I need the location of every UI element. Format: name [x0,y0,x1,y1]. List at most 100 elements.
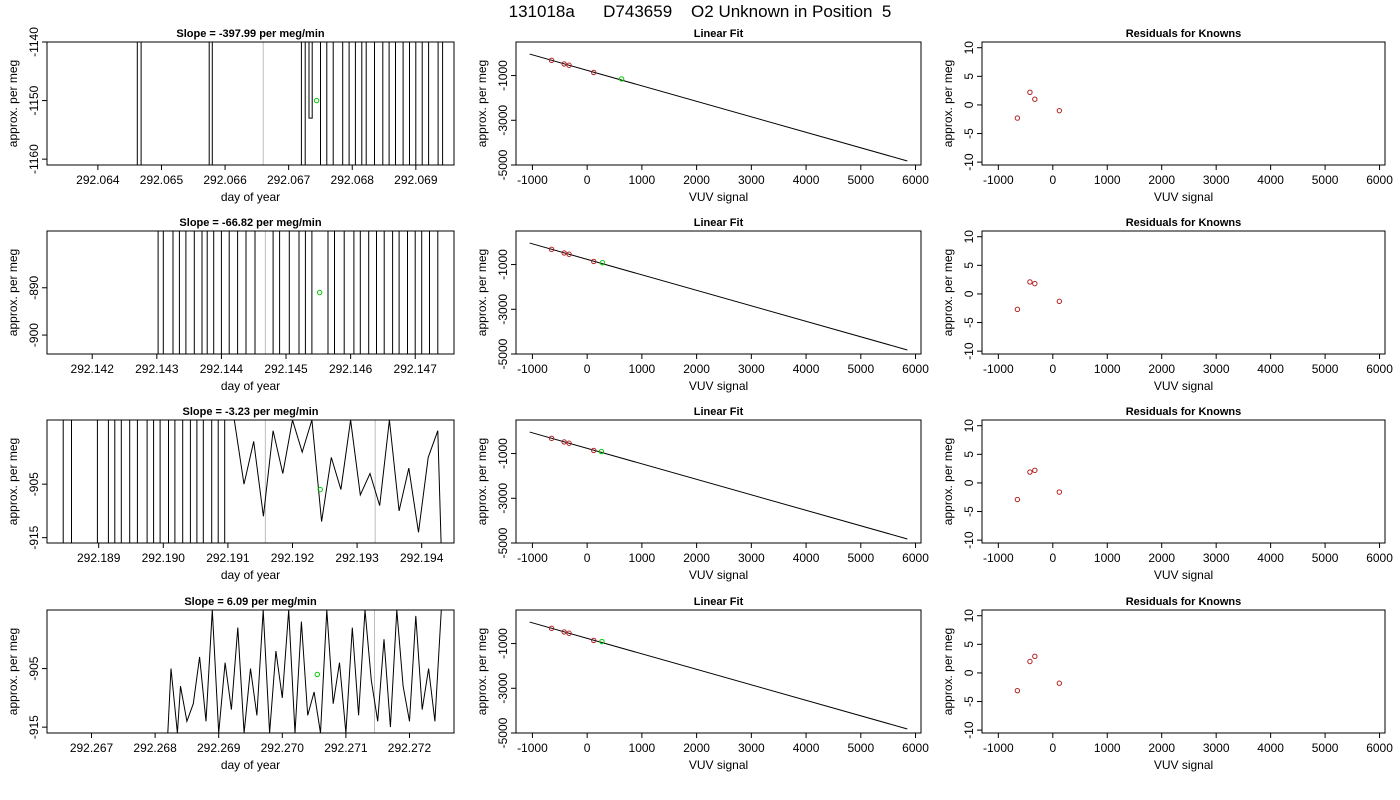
y-tick-label: -915 [27,715,41,739]
x-tick-label: 292.146 [329,362,373,376]
fit-line [529,53,908,162]
residual-point [1014,496,1021,503]
x-tick-label: -1000 [517,362,548,376]
panel-title: Residuals for Knowns [1126,28,1242,40]
residual-point [1027,658,1033,665]
unknown-point [316,289,323,296]
residual-point [1014,115,1021,121]
data-layer [1014,279,1063,313]
y-tick-label: -5000 [496,717,510,748]
y-tick-label: -915 [27,525,41,549]
x-tick-label: 5000 [847,362,874,376]
plot-frame [981,419,1386,544]
plot-frame [515,609,922,734]
y-axis-label: approx. per meg [475,249,489,336]
y-tick-label: -1000 [496,438,510,469]
y-axis-label: approx. per meg [941,60,955,147]
x-axis-label: VUV signal [1154,190,1213,204]
panel-timeseries-4: Slope = 6.09 per meg/min 292.267 292.268 29… [6,596,455,772]
x-tick-label: 292.143 [135,362,179,376]
residual-point [1014,687,1021,694]
known-point [548,625,555,632]
known-point [548,57,555,64]
x-tick-label: 1000 [1094,362,1121,376]
panel-fit-3: Linear Fit -1000 0 1000 2000 3000 4000 5000 6000… [475,406,929,582]
unknown-point [599,260,606,266]
x-tick-label: 292.267 [70,741,114,755]
residual-point [1056,489,1063,495]
x-tick-label: 1000 [629,551,656,565]
y-axis-label: approx. per meg [941,249,955,336]
plot-frame [981,609,1386,734]
x-axis-label: day of year [221,758,280,772]
known-point [561,439,567,445]
x-tick-label: 4000 [793,173,820,187]
x-tick-label: 1000 [629,173,656,187]
y-tick-label: 5 [962,641,976,648]
y-tick-label: -1140 [27,27,41,57]
x-tick-label: 2000 [683,173,710,187]
x-tick-label: 292.065 [140,173,184,187]
y-tick-label: -1000 [496,628,510,659]
known-point [566,251,572,257]
data-layer [529,53,908,162]
panel-title: Linear Fit [694,28,744,40]
y-axis-label: approx. per meg [6,60,20,147]
unknown-point [618,76,625,82]
y-tick-label: -5000 [496,527,510,558]
x-tick-label: 0 [584,173,591,187]
panel-timeseries-3: Slope = -3.23 per meg/min 292.189 292.190 2… [6,406,455,582]
data-layer [157,231,439,354]
x-axis-label: VUV signal [689,379,748,393]
x-tick-label: 292.147 [394,362,438,376]
panel-timeseries-2: Slope = -66.82 per meg/min 292.142 292.143… [6,217,455,393]
y-tick-label: -900 [27,323,41,347]
known-point [548,246,555,253]
plot-frame [981,41,1386,166]
x-tick-label: 0 [584,551,591,565]
x-tick-label: 292.066 [203,173,247,187]
x-tick-label: 292.067 [267,173,311,187]
y-tick-label: -5 [962,696,976,707]
y-tick-label: -5 [962,128,976,139]
x-tick-label: 5000 [847,551,874,565]
x-tick-label: 2000 [1148,362,1175,376]
plot-frame [981,230,1386,355]
x-tick-label: 6000 [902,741,929,755]
panel-residuals-1: Residuals for Knowns -1000 0 1000 2000 3000 40… [941,28,1393,204]
x-tick-label: 1000 [629,362,656,376]
x-axis-label: VUV signal [1154,379,1213,393]
x-tick-label: 6000 [1366,173,1393,187]
panel-timeseries-1: Slope = -397.99 per meg/min 292.064 292.06… [6,27,455,204]
known-point [561,250,567,256]
x-tick-label: 3000 [1203,362,1230,376]
x-tick-label: 0 [1049,173,1056,187]
x-axis-label: VUV signal [1154,758,1213,772]
data-layer [167,610,442,733]
residual-point [1032,653,1038,660]
trace-line [233,420,442,543]
x-tick-label: 292.068 [331,173,375,187]
y-axis-label: approx. per meg [475,438,489,525]
x-tick-label: 6000 [1366,362,1393,376]
y-tick-label: 0 [962,101,976,108]
x-tick-label: -1000 [983,362,1014,376]
x-axis-label: day of year [221,379,280,393]
x-tick-label: 5000 [1312,362,1339,376]
x-tick-label: 4000 [793,551,820,565]
unknown-point [598,448,605,455]
x-tick-label: 3000 [1203,173,1230,187]
x-tick-label: 2000 [683,551,710,565]
x-tick-label: 0 [584,362,591,376]
y-tick-label: -3000 [496,105,510,136]
x-tick-label: 292.194 [400,551,444,565]
x-tick-label: 292.189 [77,551,121,565]
panel-title: Linear Fit [694,596,744,608]
x-tick-label: -1000 [983,551,1014,565]
y-tick-label: -1000 [496,249,510,280]
x-tick-label: -1000 [983,741,1014,755]
y-axis-label: approx. per meg [475,628,489,715]
x-tick-label: 1000 [629,741,656,755]
residual-point [1032,467,1038,474]
x-tick-label: 292.190 [142,551,186,565]
